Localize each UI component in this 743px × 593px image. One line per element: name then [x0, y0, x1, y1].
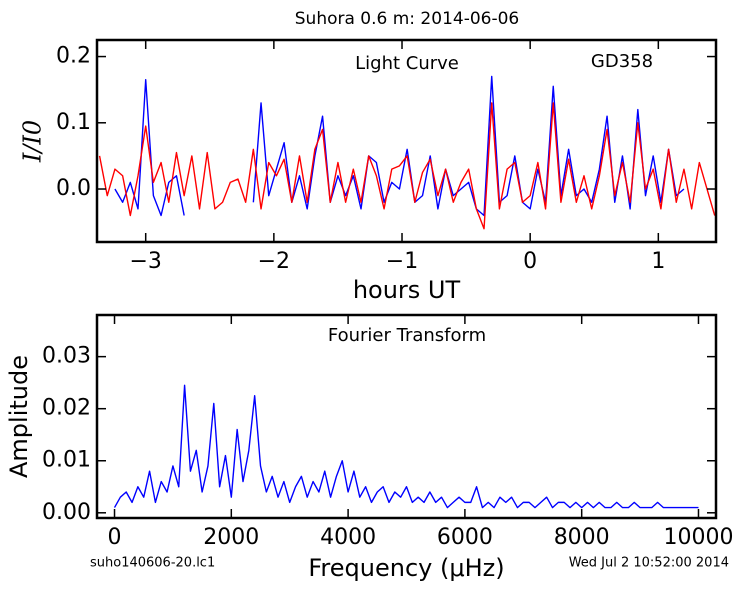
x-tick-label: 2000: [203, 525, 259, 550]
y-tick-label: 0.0: [56, 176, 91, 201]
y-tick-label: 0.2: [56, 44, 91, 69]
x-tick-label: 1: [651, 249, 665, 274]
x-tick-label: 0: [108, 525, 122, 550]
y-tick-label: 0.02: [42, 396, 91, 421]
x-axis-label: hours UT: [353, 276, 461, 304]
x-tick-label: 10000: [663, 525, 733, 550]
y-tick-label: 0.1: [56, 110, 91, 135]
plot-frame: [95, 38, 718, 244]
footer-file: suho140606-20.lc1: [90, 556, 215, 571]
x-tick-label: −3: [129, 249, 161, 274]
y-tick-label: 0.01: [42, 448, 91, 473]
y-axis-label: I/I0: [19, 120, 47, 163]
figure-title: Suhora 0.6 m: 2014-06-06: [295, 9, 519, 29]
plot-frame: [95, 313, 718, 520]
y-tick-label: 0.03: [42, 344, 91, 369]
x-tick-label: 6000: [437, 525, 493, 550]
footer-date: Wed Jul 2 10:52:00 2014: [569, 556, 729, 571]
x-tick-label: 0: [523, 249, 537, 274]
x-tick-label: 8000: [554, 525, 610, 550]
x-tick-label: 4000: [320, 525, 376, 550]
x-tick-label: −2: [258, 249, 290, 274]
data-line: [98, 102, 716, 230]
annotation: Fourier Transform: [328, 325, 486, 346]
data-line: [113, 384, 699, 509]
y-tick-label: 0.00: [42, 500, 91, 525]
target-label: GD358: [591, 51, 653, 72]
x-axis-label: Frequency (μHz): [308, 554, 504, 582]
annotation: Light Curve: [355, 53, 459, 74]
x-tick-label: −1: [386, 249, 418, 274]
y-axis-label: Amplitude: [5, 355, 33, 478]
